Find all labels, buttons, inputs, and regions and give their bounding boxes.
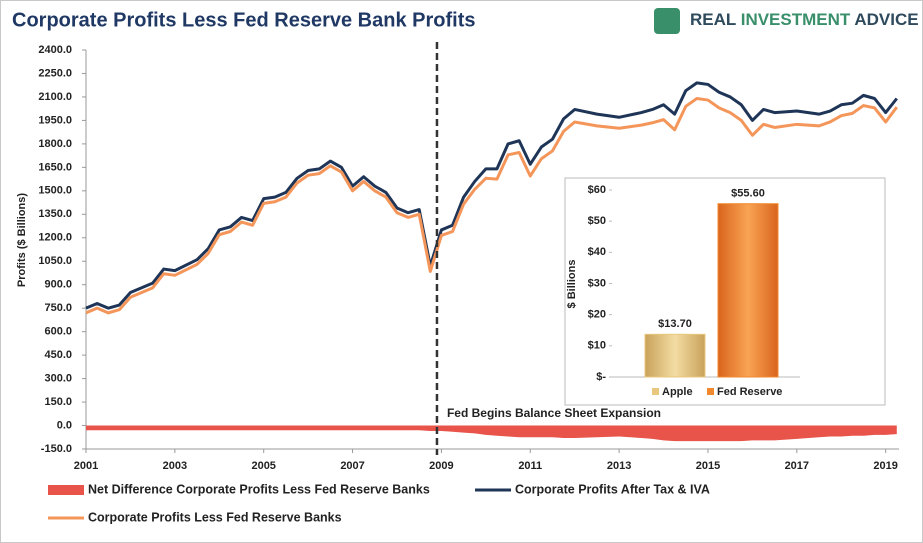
x-tick-label: 2017	[785, 460, 809, 472]
y-axis-label: Profits ($ Billions)	[16, 193, 28, 287]
x-tick-label: 2009	[429, 460, 453, 472]
inset-y-tick-label: $10	[588, 340, 606, 352]
legend-label: Corporate Profits After Tax & IVA	[515, 482, 710, 496]
y-tick-label: 150.0	[44, 396, 72, 408]
y-tick-label: 1050.0	[38, 255, 72, 267]
x-tick-label: 2011	[518, 460, 542, 472]
y-tick-label: 2400.0	[38, 44, 72, 56]
inset-y-label: $ Billions	[566, 260, 578, 309]
y-tick-label: 1200.0	[38, 232, 72, 244]
y-tick-label: 1950.0	[38, 114, 72, 126]
y-tick-label: 900.0	[44, 279, 72, 291]
inset-y-tick-label: $20	[588, 309, 606, 321]
y-tick-label: 1800.0	[38, 138, 72, 150]
y-tick-label: 2100.0	[38, 91, 72, 103]
y-tick-label: 450.0	[44, 349, 72, 361]
y-tick-label: 0.0	[57, 419, 72, 431]
y-tick-label: 750.0	[44, 302, 72, 314]
area	[86, 425, 897, 442]
y-tick-label: -150.0	[41, 443, 72, 455]
x-tick-label: 2015	[696, 460, 720, 472]
legend-label: Corporate Profits Less Fed Reserve Banks	[88, 510, 342, 524]
inset-y-tick-label: $60	[588, 184, 606, 196]
x-tick-label: 2007	[340, 460, 364, 472]
y-tick-label: 1350.0	[38, 208, 72, 220]
inset-y-tick-label: $40	[588, 246, 606, 258]
logo-icon	[654, 8, 680, 34]
inset-legend-swatch	[707, 388, 714, 395]
y-tick-label: 2250.0	[38, 67, 72, 79]
legend-swatch	[48, 485, 84, 495]
inset-legend-label: Fed Reserve	[717, 386, 782, 398]
inset-y-tick-label: $30	[588, 277, 606, 289]
y-tick-label: 600.0	[44, 326, 72, 338]
logo: REAL INVESTMENT ADVICE	[690, 10, 919, 29]
x-tick-label: 2013	[607, 460, 631, 472]
x-tick-label: 2005	[251, 460, 275, 472]
inset-y-tick-label: $-	[596, 371, 606, 383]
bar-value-label: $55.60	[731, 188, 765, 200]
x-tick-label: 2019	[873, 460, 897, 472]
chart-title: Corporate Profits Less Fed Reserve Bank …	[12, 9, 475, 31]
bar	[644, 333, 706, 378]
x-tick-label: 2003	[163, 460, 187, 472]
inset-legend-swatch	[652, 388, 659, 395]
legend-label: Net Difference Corporate Profits Less Fe…	[88, 482, 430, 496]
y-tick-label: 1650.0	[38, 161, 72, 173]
bar	[717, 203, 779, 378]
y-tick-label: 1500.0	[38, 185, 72, 197]
x-tick-label: 2001	[74, 460, 98, 472]
inset-legend-label: Apple	[662, 386, 693, 398]
annotation: Fed Begins Balance Sheet Expansion	[447, 406, 661, 420]
inset-y-tick-label: $50	[588, 215, 606, 227]
line	[85, 81, 898, 310]
bar-value-label: $13.70	[658, 318, 692, 330]
line	[85, 97, 898, 315]
y-tick-label: 300.0	[44, 372, 72, 384]
